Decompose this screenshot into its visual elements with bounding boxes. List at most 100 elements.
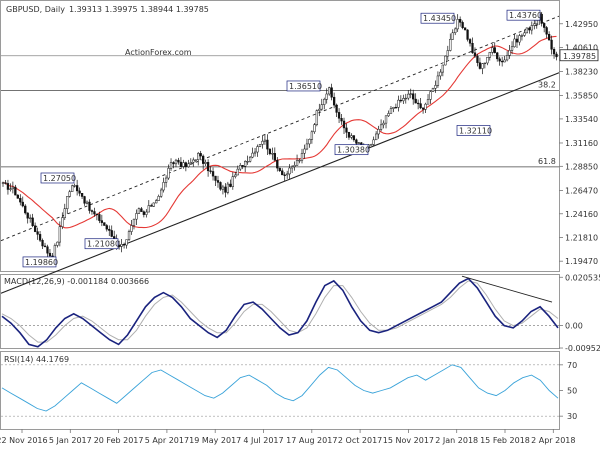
- candle: [61, 212, 64, 230]
- candle-body: [328, 87, 331, 95]
- candle-body: [239, 165, 242, 170]
- candle-body: [251, 152, 254, 158]
- candle: [95, 213, 99, 221]
- candle: [337, 108, 341, 124]
- candle: [253, 147, 257, 157]
- candle: [342, 117, 346, 134]
- candle: [429, 90, 432, 104]
- candle-body: [488, 52, 491, 58]
- candle-body: [552, 48, 556, 55]
- candle: [140, 206, 143, 212]
- candle: [73, 183, 76, 188]
- candle-body: [174, 159, 178, 165]
- candle: [407, 90, 410, 101]
- price-label-text: 1.27050: [43, 174, 76, 183]
- candle: [120, 239, 123, 253]
- candle: [335, 103, 338, 117]
- candle-body: [152, 202, 155, 207]
- candle: [547, 31, 551, 41]
- last-price-box: [559, 49, 599, 62]
- candle-body: [392, 107, 395, 109]
- candle-body: [56, 241, 59, 246]
- candle-body: [147, 205, 150, 213]
- candle-body: [535, 20, 538, 25]
- rsi-title: RSI(14) 44.1769: [4, 355, 69, 364]
- candle: [248, 155, 252, 163]
- candle-body: [256, 146, 259, 153]
- candle: [434, 80, 437, 93]
- candle: [83, 195, 86, 206]
- candle-body: [387, 113, 390, 117]
- candle: [31, 213, 34, 228]
- candle-body: [310, 131, 314, 140]
- candle-body: [491, 47, 494, 53]
- candle: [103, 222, 106, 226]
- candle-body: [132, 218, 136, 226]
- y-tick-label: 1.33540: [565, 115, 598, 124]
- candle-body: [370, 144, 373, 146]
- candle-body: [142, 211, 146, 215]
- candle: [308, 138, 311, 148]
- candle-body: [63, 208, 66, 218]
- candle-body: [523, 32, 526, 36]
- candle-body: [330, 87, 333, 98]
- candle-body: [90, 210, 94, 212]
- candle: [216, 175, 220, 188]
- candle: [515, 34, 519, 49]
- candle: [142, 210, 146, 218]
- candle: [206, 159, 210, 177]
- candle-body: [236, 168, 239, 176]
- candle-body: [29, 217, 32, 219]
- candle: [256, 144, 259, 157]
- candle-body: [508, 50, 511, 56]
- candle: [71, 184, 74, 192]
- candle: [162, 177, 165, 193]
- candle: [273, 147, 276, 162]
- y-tick-label: 1.40610: [565, 43, 598, 52]
- candle-body: [268, 148, 272, 155]
- candle-body: [4, 182, 7, 184]
- candle: [328, 86, 331, 96]
- candle: [412, 89, 415, 105]
- x-tick-label: 20 Feb 2017: [94, 436, 144, 445]
- candle-body: [407, 93, 410, 99]
- candle: [315, 109, 318, 127]
- candle: [132, 218, 136, 230]
- candle-body: [389, 108, 393, 114]
- candle-body: [496, 52, 499, 60]
- rsi-series-line: [1, 364, 559, 412]
- candle: [194, 159, 197, 163]
- candle: [384, 115, 388, 129]
- candle: [520, 33, 524, 41]
- candle: [493, 42, 496, 54]
- candle: [466, 29, 469, 42]
- candle-body: [189, 162, 192, 165]
- rsi-tick-label: 30: [567, 412, 577, 421]
- candle: [85, 200, 89, 205]
- candle-body: [164, 177, 168, 183]
- main-panel: [0, 0, 560, 272]
- candle-body: [130, 225, 133, 232]
- x-tick-label: 15 Feb 2018: [480, 436, 530, 445]
- candle: [459, 16, 462, 27]
- y-tick-label: 1.38230: [565, 67, 598, 76]
- x-tick-label: 19 May 2017: [189, 436, 241, 445]
- candle-body: [105, 225, 108, 230]
- x-tick-label: 2 Apr 2018: [531, 436, 575, 445]
- candle-body: [303, 148, 306, 154]
- candle: [229, 179, 232, 188]
- candle-body: [377, 129, 380, 135]
- macd-tick-label: 0.020535: [565, 273, 600, 282]
- candle: [318, 103, 321, 117]
- candle-body: [278, 167, 281, 172]
- price-label-text: 1.30380: [337, 146, 370, 155]
- candle: [402, 94, 405, 105]
- candle: [552, 47, 556, 59]
- candle-body: [510, 46, 514, 51]
- candle: [387, 110, 390, 118]
- candle-body: [98, 214, 101, 221]
- candle-body: [352, 135, 356, 141]
- candle: [461, 20, 464, 30]
- candle: [382, 120, 385, 129]
